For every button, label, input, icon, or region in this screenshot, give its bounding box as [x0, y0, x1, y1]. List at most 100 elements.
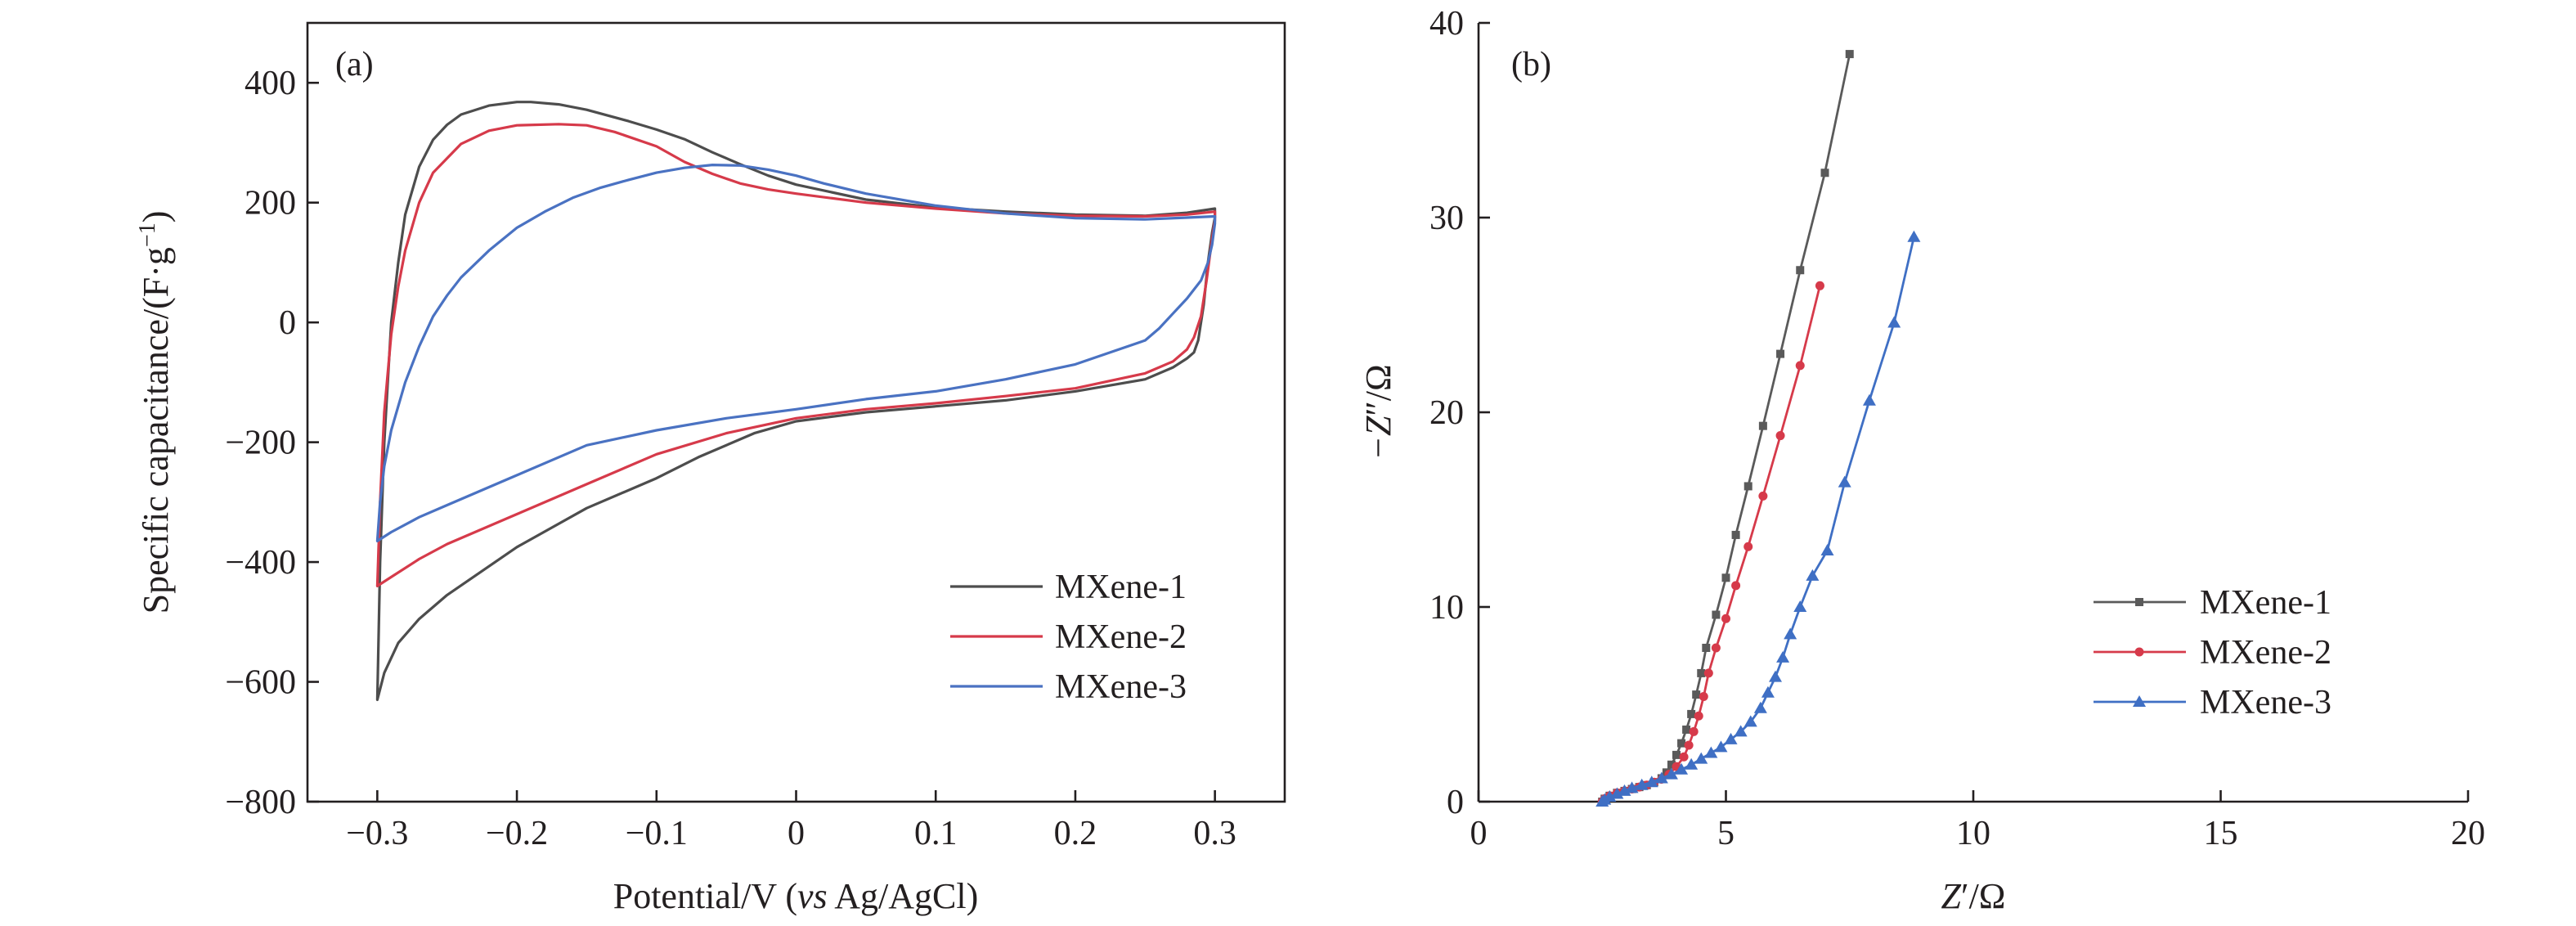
- y-axis-label-a-superscript: −1: [135, 223, 160, 247]
- data-point-b-2-27: [1862, 393, 1876, 406]
- data-point-b-0-13: [1677, 739, 1686, 748]
- legend-label-a-0: MXene-1: [1055, 569, 1187, 606]
- x-tick-label-0-5: 0.2: [1054, 815, 1097, 852]
- data-point-b-1-17: [1703, 668, 1713, 678]
- legend-marker-b-1: [2134, 647, 2144, 657]
- data-point-b-2-20: [1769, 670, 1782, 682]
- y-tick-label-0-4: 0: [279, 304, 296, 342]
- y-tick-label-1-2: 20: [1429, 394, 1464, 432]
- data-point-b-1-18: [1711, 643, 1721, 653]
- axis-ticks-a: −0.3 −0.2 −0.1 0 0.1 0.2 0.3 −800 −600 −400 −200 0 2…: [225, 65, 1236, 852]
- y-tick-label-1-3: 30: [1429, 200, 1464, 237]
- data-point-b-2-12: [1694, 752, 1708, 764]
- data-point-b-2-8: [1654, 771, 1668, 784]
- data-point-b-2-14: [1714, 740, 1728, 753]
- x-tick-label-1-4: 20: [2451, 815, 2485, 852]
- x-tick-label-0-2: −0.1: [626, 815, 688, 852]
- y-axis-label-b: −Z″/Ω: [1358, 364, 1398, 460]
- x-axis-label-b-part1: Z: [1941, 876, 1961, 916]
- data-point-b-2-21: [1776, 650, 1790, 663]
- data-point-b-0-19: [1712, 610, 1721, 619]
- y-axis-label-a: Specific capacitance/(F·g−1): [135, 211, 176, 614]
- y-tick-label-0-6: 400: [245, 65, 296, 102]
- data-point-b-1-22: [1758, 491, 1768, 501]
- data-point-b-2-10: [1675, 762, 1689, 775]
- data-point-b-1-19: [1721, 614, 1730, 623]
- data-point-b-1-15: [1694, 711, 1703, 721]
- y-axis-label-b-part1: −Z: [1358, 416, 1398, 461]
- x-axis-label-b-part2: ′/Ω: [1961, 876, 2006, 916]
- data-point-b-1-16: [1699, 691, 1708, 701]
- data-point-b-0-24: [1776, 349, 1785, 358]
- y-tick-label-0-5: 200: [245, 185, 296, 223]
- x-axis-label-b: Z′/Ω: [1941, 876, 2005, 916]
- data-point-b-1-24: [1795, 361, 1805, 371]
- legend-b: MXene-1 MXene-2 MXene-3: [2094, 584, 2331, 721]
- data-point-b-2-19: [1761, 686, 1775, 698]
- legend-a: MXene-1 MXene-2 MXene-3: [950, 569, 1187, 706]
- data-point-b-2-13: [1704, 746, 1718, 758]
- data-point-b-2-28: [1887, 316, 1901, 328]
- data-point-b-2-17: [1744, 715, 1757, 727]
- legend-marker-b-2: [2133, 695, 2146, 707]
- series-group-b: [1595, 50, 1921, 807]
- data-point-b-1-21: [1744, 542, 1753, 551]
- y-tick-label-0-2: −400: [225, 544, 296, 582]
- data-point-b-2-23: [1793, 600, 1807, 612]
- data-point-b-0-22: [1744, 482, 1752, 491]
- legend-label-b-0: MXene-1: [2200, 584, 2331, 622]
- data-point-b-2-1: [1598, 793, 1612, 805]
- data-point-b-2-7: [1645, 775, 1658, 788]
- legend-marker-b-0: [2135, 598, 2143, 606]
- legend-label-b-2: MXene-3: [2200, 684, 2331, 721]
- series-line-a-mxene-3: [375, 164, 1217, 542]
- data-point-b-2-25: [1820, 543, 1834, 555]
- data-point-b-0-20: [1721, 573, 1730, 582]
- data-point-b-2-6: [1635, 778, 1649, 790]
- data-point-b-1-20: [1731, 581, 1741, 591]
- data-point-b-0-17: [1697, 668, 1706, 677]
- x-tick-label-0-3: 0: [788, 815, 805, 852]
- y-tick-label-0-1: −600: [225, 664, 296, 702]
- data-point-b-2-5: [1625, 781, 1639, 793]
- data-point-b-2-26: [1838, 475, 1851, 488]
- data-point-b-2-22: [1784, 627, 1797, 640]
- data-point-b-2-9: [1664, 767, 1678, 780]
- data-point-b-0-15: [1687, 709, 1696, 718]
- data-point-b-1-25: [1815, 281, 1824, 290]
- x-tick-label-0-1: −0.2: [486, 815, 548, 852]
- data-point-b-1-12: [1679, 752, 1689, 762]
- data-point-b-0-23: [1758, 421, 1767, 430]
- series-line-a-mxene-2: [375, 123, 1217, 587]
- data-point-b-2-18: [1753, 701, 1767, 713]
- data-point-b-0-18: [1702, 643, 1711, 652]
- data-point-b-2-4: [1618, 784, 1631, 796]
- y-tick-label-1-0: 0: [1447, 784, 1464, 821]
- data-point-b-1-14: [1689, 726, 1699, 736]
- x-tick-label-0-4: 0.1: [914, 815, 958, 852]
- data-point-b-0-14: [1682, 725, 1691, 734]
- data-point-b-2-2: [1603, 790, 1617, 802]
- legend-label-a-1: MXene-2: [1055, 618, 1187, 656]
- data-point-b-0-16: [1692, 690, 1701, 699]
- panel-label-a: (a): [335, 46, 374, 83]
- data-point-b-1-13: [1684, 740, 1694, 750]
- legend-label-a-2: MXene-3: [1055, 668, 1187, 706]
- chart-panel-b: (b) 0 5 10 15 20 0 10 20 30 40 Z′/Ω −Z″/Ω MXene-1…: [1358, 5, 2485, 916]
- x-tick-label-0-0: −0.3: [346, 815, 408, 852]
- y-axis-label-a-part3: ): [136, 211, 176, 223]
- data-point-b-2-15: [1724, 732, 1738, 744]
- x-axis-label-a-part1: Potential/V (: [613, 876, 797, 916]
- panel-label-b: (b): [1511, 46, 1551, 83]
- data-point-b-2-3: [1610, 787, 1624, 799]
- legend-label-b-1: MXene-2: [2200, 634, 2331, 672]
- y-tick-label-1-1: 10: [1429, 589, 1464, 627]
- data-point-b-2-29: [1907, 230, 1921, 242]
- axis-ticks-b: 0 5 10 15 20 0 10 20 30 40: [1429, 5, 2485, 852]
- y-tick-label-1-4: 40: [1429, 5, 1464, 43]
- data-point-b-2-24: [1806, 569, 1820, 581]
- y-axis-label-b-part2: ″/Ω: [1358, 364, 1398, 416]
- x-tick-label-0-6: 0.3: [1193, 815, 1236, 852]
